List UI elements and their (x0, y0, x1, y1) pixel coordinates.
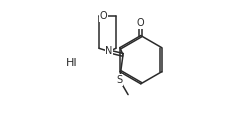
Text: HI: HI (66, 59, 77, 68)
Text: N: N (105, 46, 113, 56)
Text: S: S (117, 75, 123, 85)
Text: O: O (137, 19, 145, 28)
Text: O: O (99, 11, 107, 21)
